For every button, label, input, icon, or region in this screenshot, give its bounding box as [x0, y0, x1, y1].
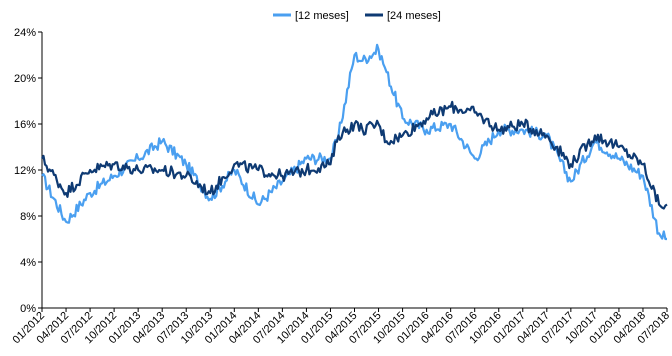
x-axis: 01/201204/201207/201210/201201/201304/20… — [11, 307, 672, 346]
y-axis: 0% 4% 8% 12% 16% 20% 24% — [14, 27, 43, 315]
y-tick-label: 20% — [14, 73, 36, 85]
y-tick-label: 4% — [20, 257, 36, 269]
legend-label: [24 meses] — [387, 10, 441, 22]
series-layer — [41, 43, 668, 241]
legend-label: [12 meses] — [295, 10, 349, 22]
series-line-24-meses — [41, 100, 668, 210]
y-tick-label: 24% — [14, 27, 36, 39]
y-tick-label: 8% — [20, 211, 36, 223]
y-tick-label: 16% — [14, 119, 36, 131]
y-tick-label: 12% — [14, 165, 36, 177]
legend: [12 meses] [24 meses] — [273, 10, 441, 22]
y-tick-label: 0% — [20, 303, 36, 315]
series-line-12-meses — [41, 43, 667, 241]
